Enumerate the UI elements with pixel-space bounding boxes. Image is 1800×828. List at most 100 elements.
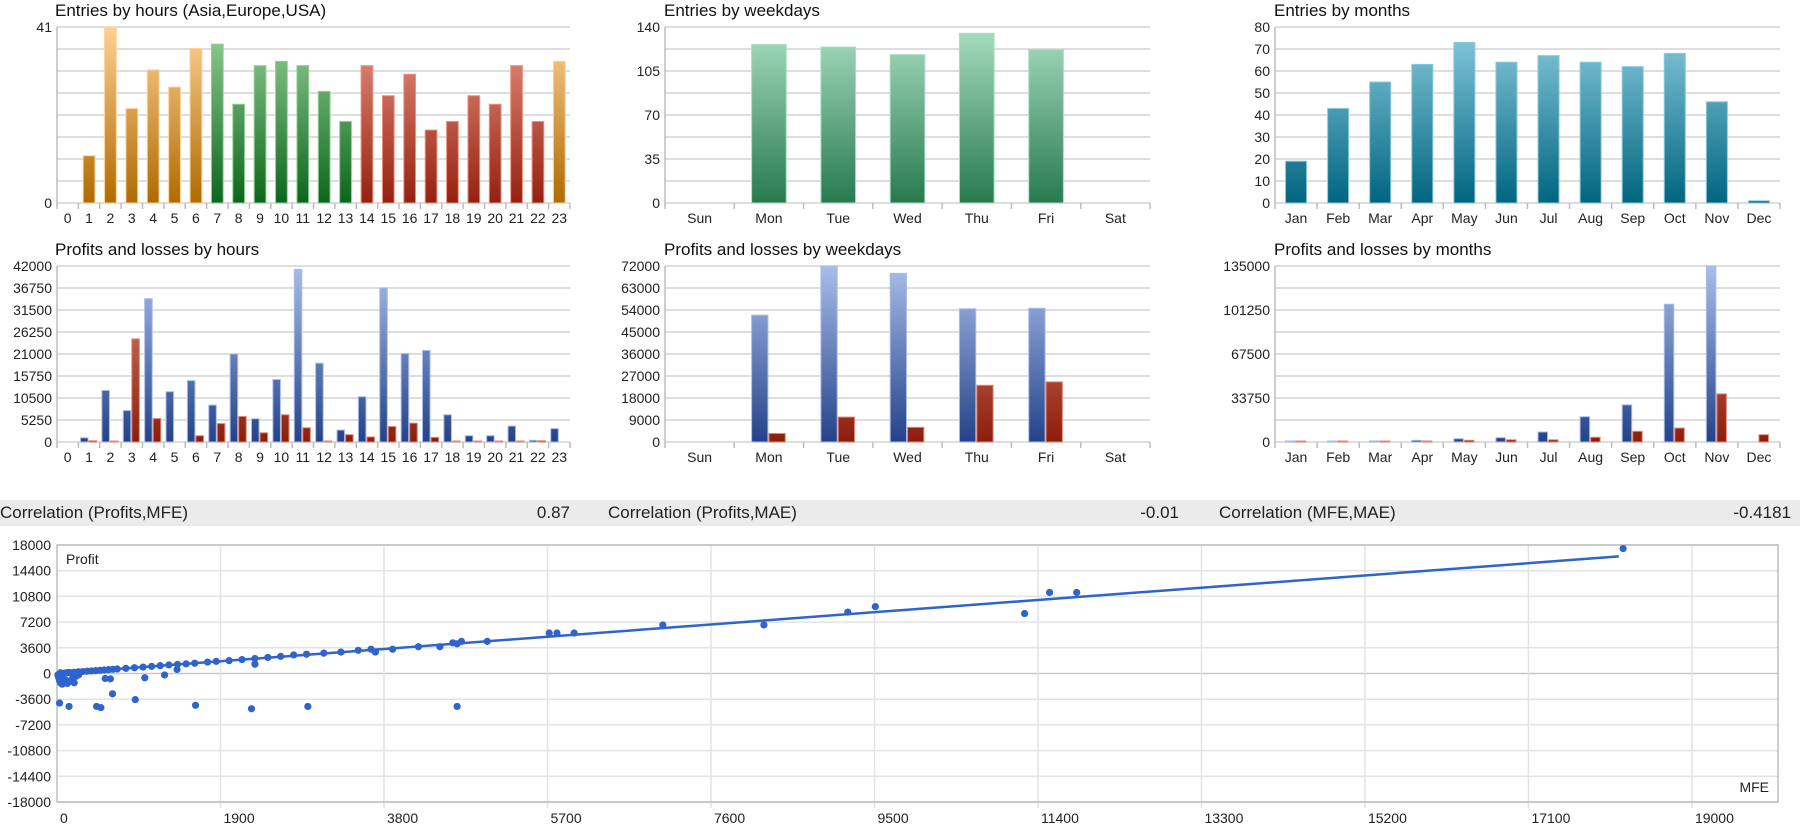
loss-bar: [837, 416, 856, 443]
x-tick-label: 1: [85, 449, 93, 465]
loss-bar: [1758, 434, 1769, 443]
x-tick-label: 0: [64, 210, 72, 226]
y-tick-label: 80: [1254, 19, 1270, 35]
y-tick-label: 31500: [13, 302, 52, 318]
loss-bar: [259, 432, 269, 443]
profit-bar: [165, 391, 175, 443]
profit-bar: [272, 379, 281, 443]
loss-bar: [768, 432, 786, 443]
y-tick-label: 9000: [629, 412, 660, 428]
y-tick-label: 101250: [1223, 302, 1270, 318]
x-tick-label: 3800: [387, 810, 418, 826]
x-tick-label: 18: [445, 210, 461, 226]
x-tick-label: Nov: [1704, 449, 1729, 465]
x-tick-label: 12: [316, 210, 332, 226]
scatter-point: [106, 675, 114, 683]
bar: [296, 65, 310, 204]
profit-bar: [293, 268, 303, 443]
scatter-point: [131, 695, 139, 704]
scatter-point: [251, 654, 259, 663]
y-tick-label: 30: [1254, 129, 1270, 145]
bar: [339, 120, 352, 204]
x-tick-label: 17100: [1531, 810, 1570, 826]
x-tick-label: 23: [552, 449, 568, 465]
y-tick-label: 0: [43, 666, 51, 682]
bar: [889, 54, 926, 204]
x-tick-label: 3: [128, 210, 136, 226]
scatter-point: [1021, 609, 1029, 618]
y-tick-label: 10: [1254, 173, 1270, 189]
profit-bar: [1663, 303, 1675, 443]
profit-bar: [464, 435, 474, 443]
x-tick-label: 21: [509, 210, 525, 226]
x-tick-label: 15: [381, 449, 397, 465]
profit-bar: [507, 425, 517, 443]
profit-bar: [1369, 440, 1380, 443]
scatter-point: [238, 655, 246, 664]
profit-bar: [400, 353, 410, 443]
x-tick-label: Jul: [1540, 449, 1558, 465]
loss-bar: [216, 423, 226, 443]
x-tick-label: 14: [359, 449, 375, 465]
loss-bar: [1295, 440, 1307, 443]
scatter-point: [659, 621, 667, 629]
scatter-point: [203, 658, 212, 666]
loss-bar: [1045, 381, 1063, 443]
scatter-point: [553, 629, 561, 637]
x-tick-label: 0: [64, 449, 72, 465]
y-tick-label: 72000: [621, 258, 660, 274]
scatter-point: [277, 652, 285, 660]
loss-bar: [195, 435, 204, 443]
bar: [253, 65, 267, 204]
profit-bar: [1537, 431, 1549, 443]
y-tick-label: 3600: [20, 640, 51, 656]
x-tick-label: 7: [213, 210, 221, 226]
profit-bar: [336, 429, 346, 443]
scatter-point: [165, 661, 173, 669]
loss-bar: [907, 426, 925, 443]
x-tick-label: 15: [381, 210, 397, 226]
profit-bar: [208, 404, 217, 443]
x-tick-label: Aug: [1578, 449, 1603, 465]
loss-bar: [1421, 440, 1433, 443]
profit-bar: [1579, 416, 1591, 443]
y-tick-label: 70: [1254, 41, 1270, 57]
profit-bar: [958, 308, 977, 443]
profit-bar: [751, 314, 769, 443]
scatter-point: [1045, 588, 1054, 597]
bar: [146, 69, 160, 204]
loss-bar: [345, 434, 354, 443]
scatter-point: [160, 671, 169, 679]
bar: [1411, 63, 1434, 204]
profit-bar: [1495, 437, 1506, 443]
x-tick-label: 11400: [1041, 810, 1079, 826]
x-tick-label: Sat: [1105, 210, 1126, 226]
y-tick-label: 0: [44, 434, 52, 450]
x-tick-label: Fri: [1038, 449, 1054, 465]
profit-bar: [80, 437, 89, 443]
bar: [82, 155, 96, 204]
x-tick-label: Oct: [1664, 449, 1686, 465]
loss-bar: [1463, 439, 1475, 443]
scatter-point: [304, 702, 312, 711]
x-tick-label: Tue: [826, 210, 850, 226]
loss-bar: [430, 436, 440, 443]
x-tick-label: Thu: [965, 210, 989, 226]
profit-bar: [186, 380, 196, 443]
correlation-label: Correlation (Profits,MAE): [608, 503, 797, 522]
x-tick-label: May: [1451, 449, 1477, 465]
profit-bar: [1705, 265, 1717, 443]
profit-bar: [357, 396, 367, 443]
scatter-point: [436, 643, 444, 651]
x-tick-label: Apr: [1411, 449, 1433, 465]
loss-bar: [451, 440, 461, 443]
y-tick-label: 67500: [1231, 346, 1270, 362]
x-tick-label: 12: [316, 449, 332, 465]
loss-bar: [1674, 427, 1685, 443]
y-tick-label: 27000: [621, 368, 660, 384]
profit-bar: [889, 272, 908, 443]
x-tick-label: 10: [274, 449, 290, 465]
x-tick-label: 16: [402, 210, 418, 226]
